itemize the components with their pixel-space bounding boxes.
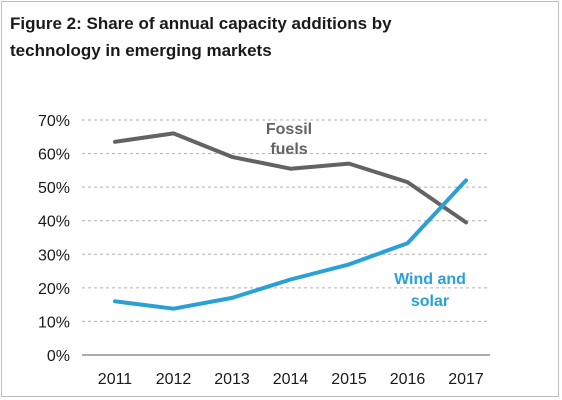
y-tick-label: 10% [38,314,70,331]
x-tick-label: 2014 [273,371,309,388]
y-tick-label: 50% [38,180,70,197]
x-tick-label: 2016 [390,371,426,388]
x-tick-label: 2015 [331,371,367,388]
x-tick-labels: 2011 2012 2013 2014 2015 2016 2017 [98,371,484,388]
y-tick-label: 40% [38,214,70,231]
y-tick-labels: 0% 10% 20% 30% 40% 50% 60% 70% [38,113,70,365]
series-lines [113,131,468,311]
y-tick-label: 30% [38,247,70,264]
chart-title: Figure 2: Share of annual capacity addit… [10,14,392,60]
x-tick-label: 2011 [98,371,133,388]
x-tick-label: 2013 [214,371,250,388]
x-tick-label: 2012 [156,371,192,388]
gridlines [82,119,490,322]
series-label: solar [411,293,449,310]
y-tick-label: 20% [38,281,70,298]
y-tick-label: 0% [47,348,70,365]
series-line-fossil-fuels [113,131,468,225]
x-tick-label: 2017 [448,371,484,388]
series-label: fuels [270,141,307,158]
y-tick-label: 70% [38,113,70,130]
series-labels: Fossil fuels Wind and solar [266,121,466,310]
series-label: Wind and [394,271,466,288]
series-line-wind-and-solar [113,178,468,311]
y-tick-label: 60% [38,147,70,164]
series-label: Fossil [266,121,312,138]
